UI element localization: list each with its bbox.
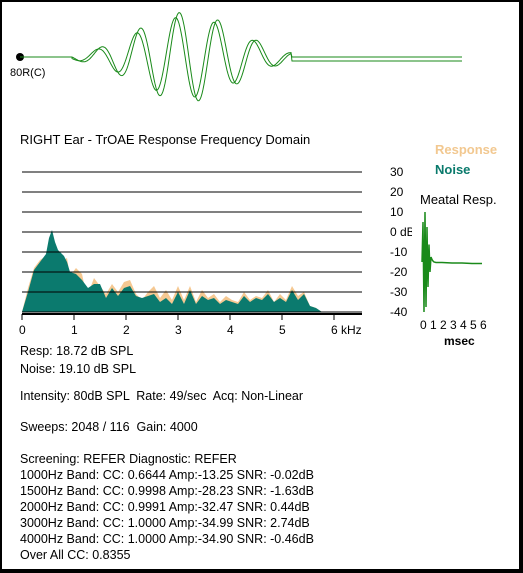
x-tick-label: 2 <box>123 323 130 337</box>
x-tick-label: 5 <box>279 323 286 337</box>
y-tick-label: -30 <box>390 285 408 299</box>
y-tick-label: 20 <box>390 185 404 199</box>
meatal-x-tick-label: 6 <box>480 318 487 332</box>
band-3000: 3000Hz Band: CC: 1.0000 Amp:-34.99 SNR: … <box>20 516 310 530</box>
x-tick-label: 3 <box>175 323 182 337</box>
meatal-x-tick-label: 0 <box>420 318 427 332</box>
legend-noise: Noise <box>435 162 471 177</box>
y-tick-label: -40 <box>390 305 408 319</box>
band-4000: 4000Hz Band: CC: 1.0000 Amp:-34.90 SNR: … <box>20 532 314 546</box>
meatal-x-tick-label: 5 <box>470 318 477 332</box>
y-tick-label: 0 dB SPL <box>390 225 412 239</box>
y-tick-label: 30 <box>390 165 404 179</box>
meatal-x-tick-label: 2 <box>440 318 447 332</box>
meatal-x-tick-label: 3 <box>450 318 457 332</box>
x-tick-label: 0 <box>19 323 26 337</box>
noise-level: Noise: 19.10 dB SPL <box>20 362 137 376</box>
y-tick-label: -20 <box>390 265 408 279</box>
legend-response: Response <box>435 142 498 157</box>
meatal-x-unit: msec <box>444 334 475 347</box>
spectrum-chart: 30 20 10 0 dB SPL -10 -20 -30 -40 0 1 2 3 4 5 6 kHz <box>19 165 412 337</box>
intensity-info: Intensity: 80dB SPL Rate: 49/sec Acq: No… <box>20 389 304 403</box>
sweeps-info: Sweeps: 2048 / 116 Gain: 4000 <box>20 420 198 434</box>
overall-cc: Over All CC: 0.8355 <box>20 548 131 562</box>
meatal-x-tick-label: 4 <box>460 318 467 332</box>
y-tick-label: 10 <box>390 205 404 219</box>
band-1500: 1500Hz Band: CC: 0.9998 Amp:-28.23 SNR: … <box>20 484 314 498</box>
stimulus-label: 80R(C) <box>10 67 45 79</box>
resp-level: Resp: 18.72 dB SPL <box>20 344 134 358</box>
band-2000: 2000Hz Band: CC: 0.9991 Amp:-32.47 SNR: … <box>20 500 310 514</box>
meatal-trace-line <box>421 211 482 313</box>
x-tick-label: 1 <box>71 323 78 337</box>
screening-result: Screening: REFER Diagnostic: REFER <box>20 452 237 466</box>
meatal-x-tick-label: 1 <box>430 318 437 332</box>
x-tick-label: 4 <box>227 323 234 337</box>
meatal-title: Meatal Resp. <box>420 192 497 207</box>
stimulus-waveform: 80R(C) <box>10 12 462 102</box>
y-tick-label: -10 <box>390 245 408 259</box>
band-1000: 1000Hz Band: CC: 0.6644 Amp:-13.25 SNR: … <box>20 468 314 482</box>
report-panel: 80R(C) RIGHT Ear - TrOAE Response Freque… <box>2 2 519 569</box>
chart-title: RIGHT Ear - TrOAE Response Frequency Dom… <box>20 132 311 147</box>
waveform-trace-b <box>71 17 462 98</box>
waveform-trace-a <box>71 12 462 102</box>
x-tick-label: 6 kHz <box>331 323 362 337</box>
